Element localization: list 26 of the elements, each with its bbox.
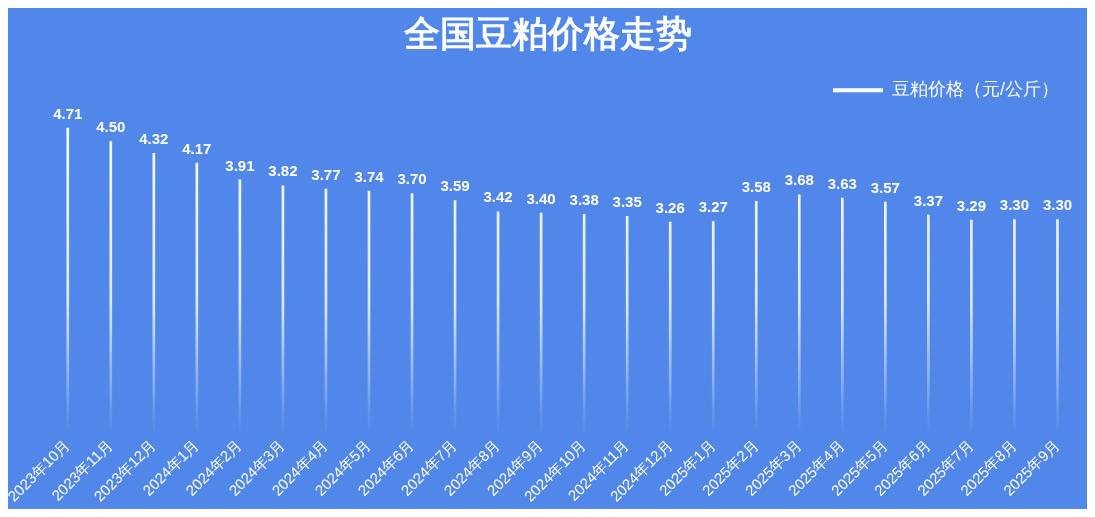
data-label: 4.17 [182,139,212,157]
data-label: 3.38 [569,190,599,208]
data-label: 3.77 [311,165,341,183]
data-label: 4.32 [139,129,169,147]
data-label: 3.91 [225,156,255,174]
data-label: 3.58 [741,177,771,195]
data-label: 3.57 [870,178,900,196]
data-label: 3.30 [999,196,1030,214]
legend-label: 豆粕价格（元/公斤） [892,79,1060,100]
data-label: 3.35 [612,192,642,210]
data-label: 3.68 [784,171,814,189]
data-label: 3.37 [913,191,943,209]
data-label: 3.74 [354,167,385,185]
data-label: 3.42 [483,188,513,206]
data-label: 3.26 [655,198,685,216]
chart-title: 全国豆粕价格走势 [402,12,692,54]
data-label: 3.27 [698,198,728,216]
data-label: 3.29 [956,196,987,214]
data-label: 3.70 [397,170,427,188]
data-label: 3.40 [526,189,556,207]
data-label: 4.71 [53,104,83,122]
data-label: 4.50 [96,118,126,136]
data-label: 3.63 [827,174,857,192]
data-label: 3.30 [1042,196,1073,214]
data-label: 3.82 [268,162,298,180]
data-label: 3.59 [440,177,470,195]
